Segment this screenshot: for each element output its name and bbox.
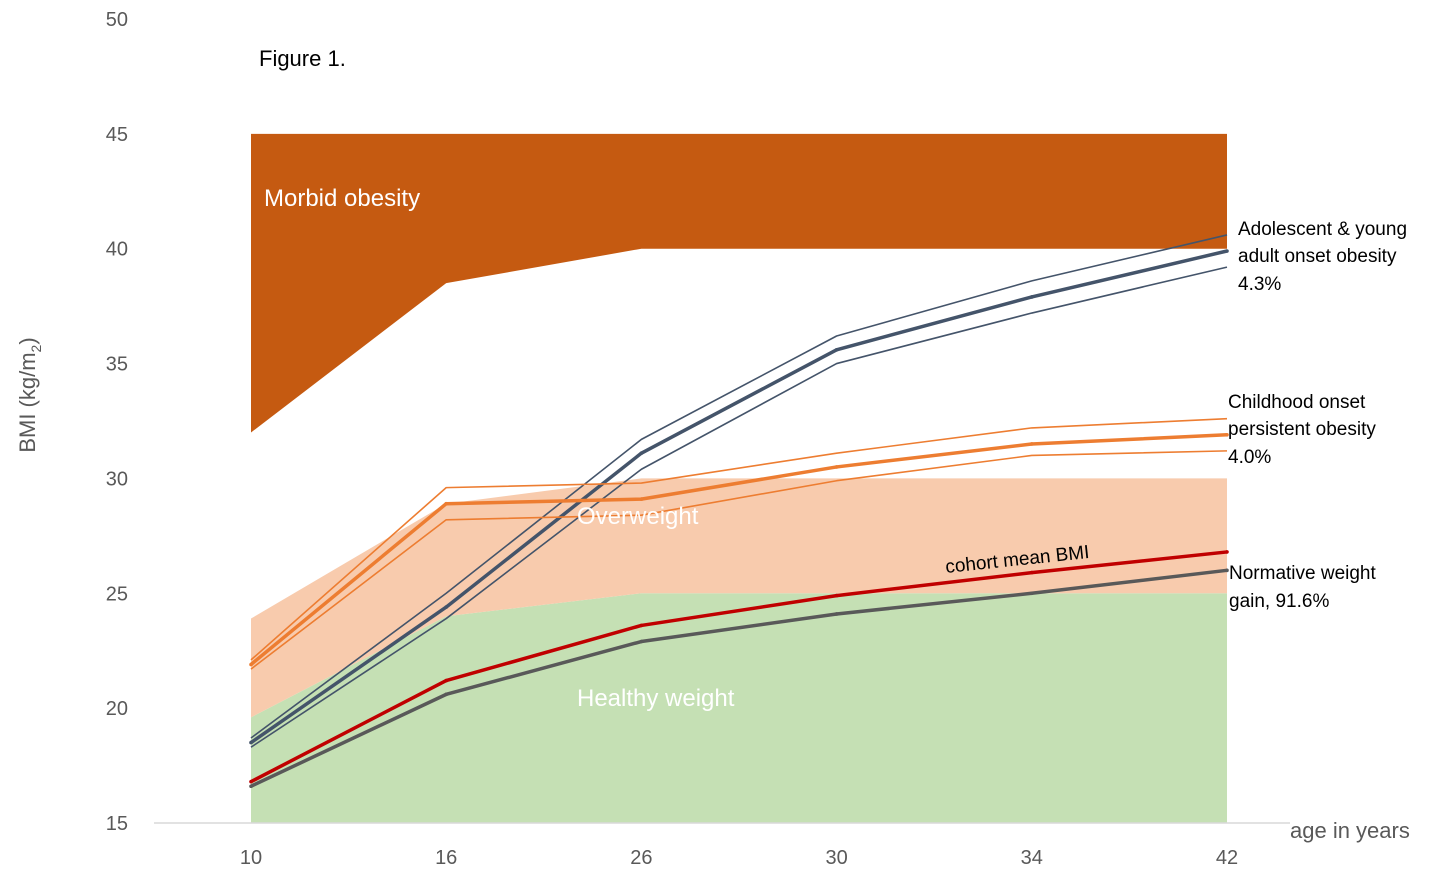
series-normative-weight-gain-point-10 [249,784,253,789]
x-tick-label-26: 26 [630,847,652,869]
x-tick-label-16: 16 [435,847,457,869]
series-normative-weight-gain-line [250,568,1228,788]
x-tick-label-34: 34 [1021,847,1043,869]
series-adolescent-and-young-adult-onset-obesity-point-42 [1225,249,1229,253]
band-healthy-weight [251,593,1227,823]
series-cohort-mean-bmi-point-16 [444,678,449,683]
series-cohort-mean-bmi-line [250,550,1228,784]
series-adolescent-and-young-adult-onset-obesity-line [250,249,1228,745]
x-axis-ticks: 10 16 26 30 34 42 [240,847,1238,869]
annotation-childhood: Childhood onset persistent obesity 4.0% [1228,392,1376,468]
x-axis-title: age in years [1290,818,1410,843]
annotation-childhood-line1: Childhood onset [1228,392,1366,413]
series-adolescent-and-young-adult-onset-obesity-point-26 [639,451,644,455]
y-tick-label-25: 25 [106,583,128,605]
series-adolescent-and-young-adult-onset-obesity-point-30 [834,347,839,352]
series-childhood-onset-persistent-obesity-point-42 [1225,432,1229,437]
annotation-adolescent-line1: Adolescent & young [1238,219,1407,240]
chart-title: Figure 1. [259,46,346,71]
series-cohort-mean-bmi-point-10 [249,779,253,784]
band-morbid-obesity [251,133,1227,433]
series-normative-weight-gain-point-30 [834,612,839,616]
annotation-normative-line1: Normative weight [1229,563,1376,584]
series-normative-weight-gain-point-26 [639,639,644,644]
x-tick-label-30: 30 [825,847,847,869]
series-normative-weight-gain-point-34 [1030,591,1034,596]
series-normative-weight-gain-point-16 [444,692,449,697]
annotation-adolescent-pct: 4.3% [1238,274,1281,295]
y-axis-title-close: ) [15,337,40,344]
annotation-normative: Normative weight gain, 91.6% [1229,563,1376,612]
series-childhood-onset-persistent-obesity-point-26 [639,497,644,501]
y-axis-title-main: BMI (kg/m [15,352,40,452]
band-overweight [251,478,1227,718]
series-cohort-mean-bmi-point-30 [834,593,839,598]
series-cohort-mean-bmi-point-26 [639,623,644,628]
y-axis-ticks: 15 20 25 30 35 40 45 50 [106,9,128,835]
series-childhood-onset-persistent-obesity-point-16 [444,501,449,506]
series-adolescent-and-young-adult-onset-obesity-upper-ci [250,234,1228,739]
x-tick-label-42: 42 [1216,847,1238,869]
annotation-adolescent-line2: adult onset obesity [1238,246,1397,267]
series-childhood-onset-persistent-obesity-line [249,433,1228,666]
series-childhood-onset-persistent-obesity-point-34 [1030,442,1034,446]
band-label-overweight: Overweight [577,503,699,530]
series-childhood-onset-persistent-obesity-lower-ci [250,450,1228,670]
y-tick-label-45: 45 [106,124,128,146]
y-tick-label-50: 50 [106,9,128,31]
series-adolescent-and-young-adult-onset-obesity-point-10 [249,740,253,745]
series-normative-weight-gain-point-42 [1225,568,1229,573]
y-axis-title-subscript: 2 [28,344,44,352]
series-cohort-mean-bmi-point-34 [1030,570,1034,575]
annotation-childhood-pct: 4.0% [1228,447,1271,468]
annotation-childhood-line2: persistent obesity [1228,419,1376,440]
y-tick-label-40: 40 [106,239,128,261]
band-label-healthy-weight: Healthy weight [577,685,735,712]
series-cohort-mean-bmi-point-42 [1225,550,1229,554]
y-axis-title: BMI (kg/m2) [15,337,44,452]
y-tick-label-15: 15 [106,813,128,835]
annotation-adolescent: Adolescent & young adult onset obesity 4… [1238,219,1407,295]
series-lines [249,234,1229,789]
y-tick-label-30: 30 [106,468,128,490]
x-tick-label-10: 10 [240,847,262,869]
y-tick-label-20: 20 [106,698,128,720]
annotation-normative-line2: gain, 91.6% [1229,591,1329,612]
y-tick-label-35: 35 [106,354,128,376]
series-adolescent-and-young-adult-onset-obesity-lower-ci [250,266,1228,748]
series-adolescent-and-young-adult-onset-obesity-point-16 [444,605,449,609]
series-childhood-onset-persistent-obesity-point-10 [249,662,253,667]
series-childhood-onset-persistent-obesity-upper-ci [250,417,1228,661]
series-childhood-onset-persistent-obesity-point-30 [834,465,839,469]
series-adolescent-and-young-adult-onset-obesity-point-34 [1030,295,1034,299]
zone-bands [251,133,1227,823]
band-label-morbid-obesity: Morbid obesity [264,185,420,212]
